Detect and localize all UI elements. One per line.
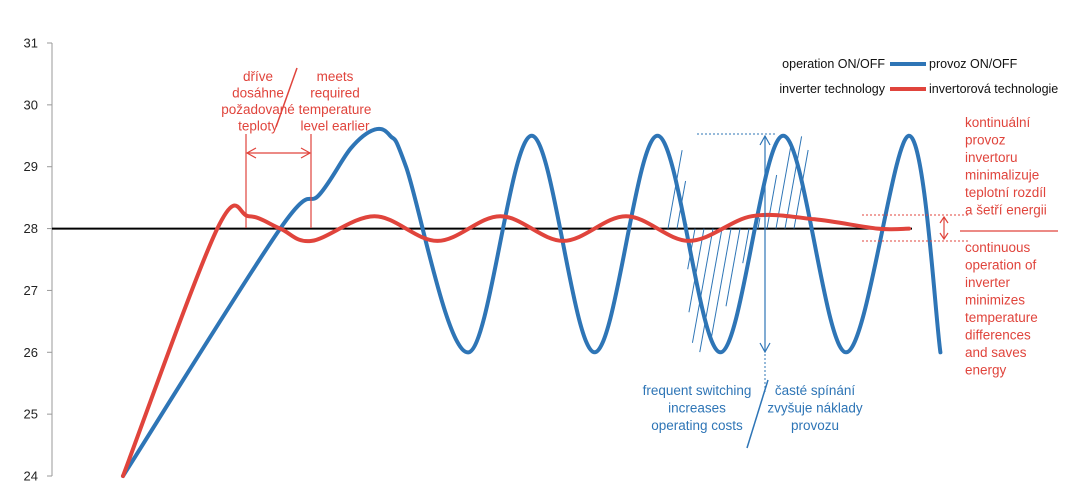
hatch-line — [688, 228, 705, 313]
hatch-line — [742, 228, 750, 264]
annotation-line: temperature — [299, 102, 372, 117]
legend-onoff-label: operation ON/OFF — [782, 57, 885, 71]
hatch-line — [710, 228, 732, 340]
annotation-line: level earlier — [300, 119, 370, 134]
hatch-line — [766, 174, 778, 229]
annotation-switching-en: frequent switching increases operating cos… — [643, 383, 752, 433]
annotation-line: differences — [965, 328, 1031, 343]
annotation-earlier-cz: dříve dosáhne požadované teploty — [221, 69, 295, 134]
annotation-switching-cz: časté spínání zvyšuje náklady provozu — [767, 383, 863, 433]
inverter-arrowhead-down — [939, 232, 949, 241]
annotation-line: minimalizuje — [965, 168, 1039, 183]
y-tick-label: 26 — [24, 345, 38, 360]
annotation-line: energy — [965, 363, 1007, 378]
earlier-arrowhead-right — [300, 147, 312, 159]
annotation-line: požadované — [221, 102, 295, 117]
series-inverter-line — [121, 203, 911, 478]
annotation-line: increases — [668, 401, 726, 416]
annotation-line: operating costs — [651, 418, 743, 433]
annotation-line: frequent switching — [643, 383, 752, 398]
annotation-line: inverter — [965, 275, 1011, 290]
hatch-line — [784, 136, 803, 229]
annotation-inverter-en: continuous operation of inverter minimizes t… — [965, 240, 1038, 378]
annotation-line: temperature — [965, 310, 1038, 325]
y-tick-label: 27 — [24, 283, 38, 298]
y-axis: 24 25 26 27 28 29 30 31 — [24, 36, 53, 484]
annotation-line: required — [310, 86, 360, 101]
annotation-line: invertoru — [965, 150, 1018, 165]
legend-inverter-label-cz: invertorová technologie — [929, 82, 1058, 96]
annotation-line: dosáhne — [232, 86, 284, 101]
legend: operation ON/OFF provoz ON/OFF inverter … — [779, 57, 1058, 96]
annotation-line: dříve — [243, 69, 273, 84]
annotation-line: minimizes — [965, 293, 1025, 308]
annotation-line: meets — [317, 69, 354, 84]
annotation-line: provoz — [965, 133, 1006, 148]
earlier-arrowhead-left — [245, 147, 257, 159]
legend-inverter-label: inverter technology — [779, 82, 885, 96]
hatch-line — [667, 150, 683, 229]
hatch-line — [699, 228, 723, 353]
switching-arrowhead-up — [759, 134, 771, 146]
annotation-switching: frequent switching increases operating cos… — [643, 133, 863, 449]
y-tick-label: 30 — [24, 97, 38, 112]
annotation-inverter: kontinuální provoz invertoru minimalizuje te… — [862, 115, 1058, 378]
annotation-line: teplotní rozdíl — [965, 185, 1046, 200]
annotation-line: provozu — [791, 418, 839, 433]
annotation-line: operation of — [965, 258, 1037, 273]
annotation-line: continuous — [965, 240, 1031, 255]
y-tick-label: 28 — [24, 221, 38, 236]
annotation-switching-divider — [746, 379, 769, 449]
annotation-line: časté spínání — [775, 383, 856, 398]
y-tick-label: 29 — [24, 159, 38, 174]
inverter-arrowhead-up — [939, 215, 949, 224]
y-tick-label: 31 — [24, 36, 38, 51]
annotation-inverter-cz: kontinuální provoz invertoru minimalizuje te… — [965, 115, 1047, 218]
legend-onoff-label-cz: provoz ON/OFF — [929, 57, 1018, 71]
hatch-line — [757, 217, 761, 229]
annotation-line: kontinuální — [965, 115, 1031, 130]
switching-arrowhead-down — [759, 342, 771, 354]
hatch-line — [691, 228, 714, 343]
annotation-line: teploty — [238, 119, 278, 134]
annotation-earlier: dříve dosáhne požadované teploty meets requi… — [221, 67, 372, 228]
annotation-earlier-en: meets required temperature level earlier — [299, 69, 372, 134]
series-onoff-line — [121, 126, 943, 478]
annotation-earlier-divider — [275, 67, 298, 128]
annotation-line: zvyšuje náklady — [767, 401, 863, 416]
y-tick-label: 24 — [24, 469, 38, 484]
annotation-line: a šetří energii — [965, 203, 1047, 218]
annotation-line: and saves — [965, 345, 1027, 360]
hatch-line — [725, 228, 741, 307]
y-tick-label: 25 — [24, 407, 38, 422]
